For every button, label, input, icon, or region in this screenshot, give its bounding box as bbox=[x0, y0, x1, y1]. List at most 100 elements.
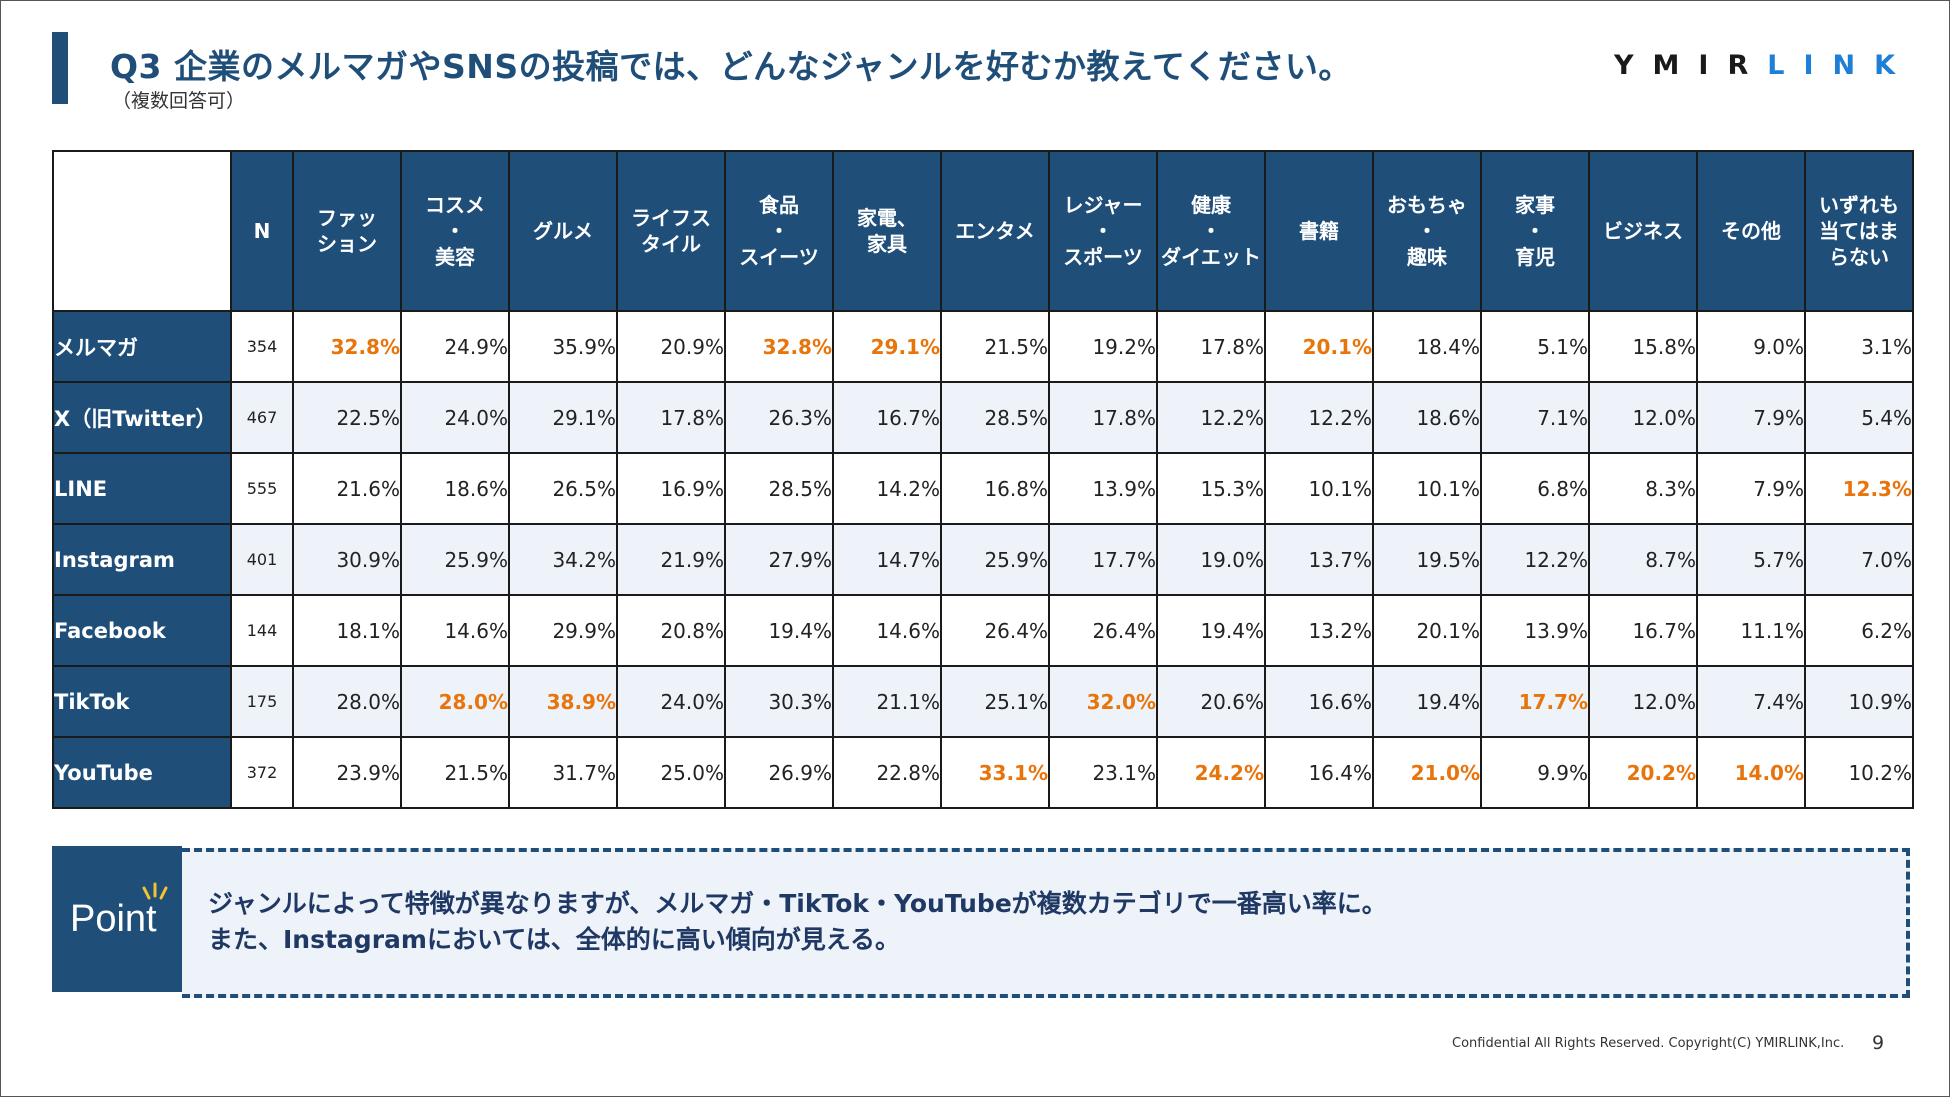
value-cell: 21.5% bbox=[940, 310, 1050, 383]
value-cell: 20.1% bbox=[1264, 310, 1374, 383]
column-header: ファッ ション bbox=[292, 150, 402, 312]
row-label: Facebook bbox=[52, 594, 232, 667]
point-label: Point bbox=[70, 898, 157, 940]
value-cell: 15.8% bbox=[1588, 310, 1698, 383]
value-cell: 21.0% bbox=[1372, 736, 1482, 809]
value-cell: 35.9% bbox=[508, 310, 618, 383]
value-cell: 10.2% bbox=[1804, 736, 1914, 809]
value-cell: 10.9% bbox=[1804, 665, 1914, 738]
value-cell: 24.0% bbox=[400, 381, 510, 454]
value-cell: 10.1% bbox=[1264, 452, 1374, 525]
value-cell: 38.9% bbox=[508, 665, 618, 738]
value-cell: 20.6% bbox=[1156, 665, 1266, 738]
row-label: YouTube bbox=[52, 736, 232, 809]
value-cell: 14.7% bbox=[832, 523, 942, 596]
column-header: その他 bbox=[1696, 150, 1806, 312]
value-cell: 5.4% bbox=[1804, 381, 1914, 454]
value-cell: 10.1% bbox=[1372, 452, 1482, 525]
value-cell: 7.9% bbox=[1696, 381, 1806, 454]
column-header: ライフス タイル bbox=[616, 150, 726, 312]
table-row: Facebook 144 18.1% 14.6% 29.9% 20.8% 19.4% 14.6… bbox=[52, 594, 1914, 667]
value-cell: 16.8% bbox=[940, 452, 1050, 525]
value-cell: 20.8% bbox=[616, 594, 726, 667]
value-cell: 8.7% bbox=[1588, 523, 1698, 596]
table-row: Instagram 401 30.9% 25.9% 34.2% 21.9% 27.9% 14.… bbox=[52, 523, 1914, 596]
value-cell: 17.8% bbox=[1156, 310, 1266, 383]
value-cell: 25.9% bbox=[940, 523, 1050, 596]
sparkle-icon bbox=[142, 882, 168, 900]
logo-part-link: LINK bbox=[1767, 50, 1915, 81]
value-cell: 16.4% bbox=[1264, 736, 1374, 809]
point-comment: ジャンルによって特徴が異なりますが、メルマガ・TikTok・YouTubeが複数… bbox=[208, 886, 1387, 958]
sample-size-cell: 401 bbox=[230, 523, 294, 596]
value-cell: 13.2% bbox=[1264, 594, 1374, 667]
value-cell: 19.0% bbox=[1156, 523, 1266, 596]
value-cell: 14.6% bbox=[832, 594, 942, 667]
page-number: 9 bbox=[1872, 1032, 1885, 1054]
row-label: メルマガ bbox=[52, 310, 232, 383]
value-cell: 16.9% bbox=[616, 452, 726, 525]
page-subtitle: （複数回答可） bbox=[112, 90, 246, 112]
value-cell: 17.7% bbox=[1048, 523, 1158, 596]
table-corner bbox=[52, 150, 232, 312]
value-cell: 22.8% bbox=[832, 736, 942, 809]
value-cell: 25.0% bbox=[616, 736, 726, 809]
sample-size-cell: 354 bbox=[230, 310, 294, 383]
table-header-row: N ファッ ション コスメ ・ 美容 グルメ ライフス タイル 食品 ・ スイーツ 家電、 … bbox=[52, 150, 1914, 312]
point-comment-box bbox=[182, 848, 1910, 998]
value-cell: 12.0% bbox=[1588, 665, 1698, 738]
value-cell: 21.5% bbox=[400, 736, 510, 809]
value-cell: 23.1% bbox=[1048, 736, 1158, 809]
table-row: X（旧Twitter） 467 22.5% 24.0% 29.1% 17.8% 26.3% 1… bbox=[52, 381, 1914, 454]
value-cell: 29.1% bbox=[832, 310, 942, 383]
value-cell: 7.1% bbox=[1480, 381, 1590, 454]
value-cell: 21.6% bbox=[292, 452, 402, 525]
value-cell: 26.9% bbox=[724, 736, 834, 809]
column-header-n: N bbox=[230, 150, 294, 312]
sample-size-cell: 175 bbox=[230, 665, 294, 738]
value-cell: 20.1% bbox=[1372, 594, 1482, 667]
value-cell: 32.8% bbox=[292, 310, 402, 383]
title-accent-bar bbox=[52, 32, 68, 104]
value-cell: 26.3% bbox=[724, 381, 834, 454]
column-header: レジャー ・ スポーツ bbox=[1048, 150, 1158, 312]
logo-part-ymir: YMIR bbox=[1614, 50, 1768, 81]
row-label: X（旧Twitter） bbox=[52, 381, 232, 454]
value-cell: 16.6% bbox=[1264, 665, 1374, 738]
genre-preference-table: N ファッ ション コスメ ・ 美容 グルメ ライフス タイル 食品 ・ スイーツ 家電、 … bbox=[52, 150, 1914, 809]
value-cell: 13.9% bbox=[1048, 452, 1158, 525]
column-header: エンタメ bbox=[940, 150, 1050, 312]
value-cell: 24.2% bbox=[1156, 736, 1266, 809]
value-cell: 7.0% bbox=[1804, 523, 1914, 596]
value-cell: 29.1% bbox=[508, 381, 618, 454]
sample-size-cell: 144 bbox=[230, 594, 294, 667]
value-cell: 16.7% bbox=[832, 381, 942, 454]
value-cell: 18.4% bbox=[1372, 310, 1482, 383]
value-cell: 27.9% bbox=[724, 523, 834, 596]
sample-size-cell: 372 bbox=[230, 736, 294, 809]
value-cell: 9.9% bbox=[1480, 736, 1590, 809]
copyright-footer: Confidential All Rights Reserved. Copyri… bbox=[1452, 1036, 1845, 1051]
value-cell: 12.2% bbox=[1264, 381, 1374, 454]
column-header: 健康 ・ ダイエット bbox=[1156, 150, 1266, 312]
value-cell: 14.2% bbox=[832, 452, 942, 525]
value-cell: 34.2% bbox=[508, 523, 618, 596]
column-header: ビジネス bbox=[1588, 150, 1698, 312]
column-header: 食品 ・ スイーツ bbox=[724, 150, 834, 312]
value-cell: 13.9% bbox=[1480, 594, 1590, 667]
value-cell: 30.9% bbox=[292, 523, 402, 596]
value-cell: 30.3% bbox=[724, 665, 834, 738]
value-cell: 18.6% bbox=[1372, 381, 1482, 454]
value-cell: 32.8% bbox=[724, 310, 834, 383]
value-cell: 13.7% bbox=[1264, 523, 1374, 596]
value-cell: 25.1% bbox=[940, 665, 1050, 738]
value-cell: 33.1% bbox=[940, 736, 1050, 809]
value-cell: 12.3% bbox=[1804, 452, 1914, 525]
value-cell: 6.2% bbox=[1804, 594, 1914, 667]
value-cell: 26.5% bbox=[508, 452, 618, 525]
column-header: いずれも 当てはま らない bbox=[1804, 150, 1914, 312]
value-cell: 23.9% bbox=[292, 736, 402, 809]
table-row: LINE 555 21.6% 18.6% 26.5% 16.9% 28.5% 14.2% 16.… bbox=[52, 452, 1914, 525]
value-cell: 29.9% bbox=[508, 594, 618, 667]
value-cell: 24.9% bbox=[400, 310, 510, 383]
